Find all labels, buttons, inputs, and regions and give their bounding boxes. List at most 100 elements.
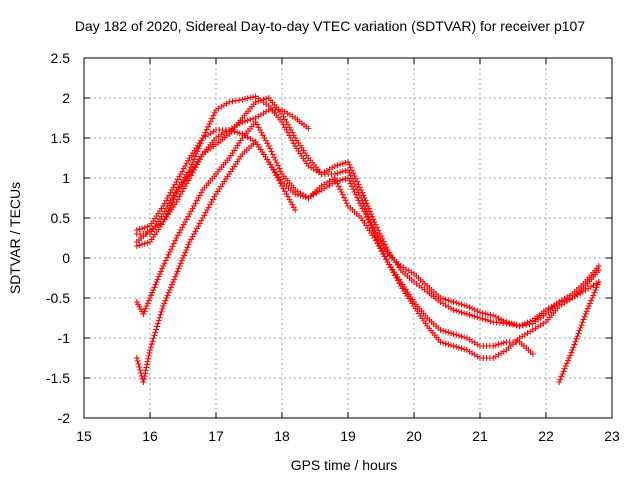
data-point	[342, 197, 349, 204]
data-point	[511, 321, 518, 328]
data-point	[199, 135, 206, 141]
data-point	[264, 140, 271, 147]
data-point	[239, 96, 246, 103]
data-point	[164, 210, 171, 217]
data-point	[455, 332, 462, 339]
data-point	[572, 338, 579, 345]
data-point	[346, 161, 353, 168]
data-point	[466, 304, 473, 311]
data-point	[172, 273, 179, 280]
data-point	[367, 208, 373, 215]
data-point	[463, 311, 470, 317]
y-tick-label: -2	[58, 410, 71, 426]
data-point	[337, 186, 344, 193]
data-point	[180, 221, 187, 228]
data-point	[338, 189, 345, 195]
data-point	[294, 191, 301, 198]
data-point	[211, 109, 218, 116]
y-tick-label: 0.5	[51, 210, 71, 226]
data-point	[143, 364, 150, 371]
data-point	[161, 216, 168, 223]
data-point	[482, 316, 489, 323]
data-point	[479, 315, 486, 322]
data-point	[174, 232, 181, 239]
data-point	[155, 317, 162, 324]
data-point	[585, 303, 592, 309]
data-point	[503, 319, 510, 325]
data-point	[182, 163, 189, 169]
data-point	[506, 319, 513, 326]
y-tick-label: -1	[58, 330, 71, 346]
data-point	[192, 200, 199, 207]
data-point	[490, 343, 497, 349]
y-axis-label: SDTVAR / TECUs	[7, 182, 23, 294]
data-point	[277, 168, 284, 175]
data-point	[335, 183, 342, 190]
data-point	[193, 225, 200, 232]
data-point	[207, 118, 214, 125]
x-tick-label: 23	[604, 428, 620, 444]
data-point	[170, 279, 177, 285]
data-point	[302, 194, 309, 201]
data-point	[442, 296, 449, 303]
data-point	[290, 204, 297, 211]
x-tick-label: 17	[208, 428, 224, 444]
data-point	[333, 177, 340, 184]
data-point	[159, 265, 166, 272]
data-point	[143, 303, 150, 309]
data-point	[145, 352, 152, 359]
data-point	[487, 311, 494, 318]
data-point	[181, 252, 188, 259]
data-point	[176, 263, 183, 269]
data-point	[389, 267, 395, 273]
data-point	[168, 202, 175, 209]
data-point	[136, 242, 143, 249]
data-point	[290, 132, 297, 139]
data-point	[201, 212, 208, 219]
data-point	[566, 355, 573, 361]
data-point	[189, 233, 196, 240]
data-point	[267, 145, 274, 152]
data-point	[209, 115, 216, 122]
data-point	[210, 112, 217, 119]
x-tick-label: 18	[274, 428, 290, 444]
data-point	[272, 157, 279, 163]
data-point	[179, 224, 186, 231]
x-tick-label: 15	[76, 428, 92, 444]
x-tick-label: 21	[472, 428, 488, 444]
data-point	[396, 280, 403, 287]
data-point	[210, 196, 217, 203]
data-point	[592, 287, 599, 293]
data-point	[577, 324, 584, 331]
data-point	[167, 284, 174, 291]
data-point	[369, 213, 376, 220]
data-point	[185, 157, 192, 164]
axis-ticks	[83, 57, 613, 419]
data-point	[149, 338, 156, 345]
data-point	[156, 271, 163, 277]
data-point	[162, 297, 169, 304]
data-point	[495, 315, 502, 322]
data-point	[331, 163, 338, 169]
data-point	[352, 191, 359, 198]
data-point	[383, 256, 390, 263]
data-point	[576, 327, 583, 334]
data-point	[484, 317, 491, 324]
data-point	[252, 99, 259, 105]
data-point	[289, 201, 296, 208]
data-point	[147, 295, 153, 301]
data-point	[594, 281, 601, 288]
data-point	[574, 333, 581, 340]
data-point	[140, 311, 147, 317]
data-point	[479, 310, 486, 317]
data-point	[196, 192, 203, 199]
data-point	[164, 254, 171, 261]
data-point	[133, 355, 140, 361]
data-point	[591, 289, 598, 296]
data-point	[273, 159, 280, 166]
data-point	[183, 160, 190, 167]
data-point	[560, 368, 567, 375]
data-point	[519, 322, 526, 329]
data-point	[593, 284, 600, 291]
